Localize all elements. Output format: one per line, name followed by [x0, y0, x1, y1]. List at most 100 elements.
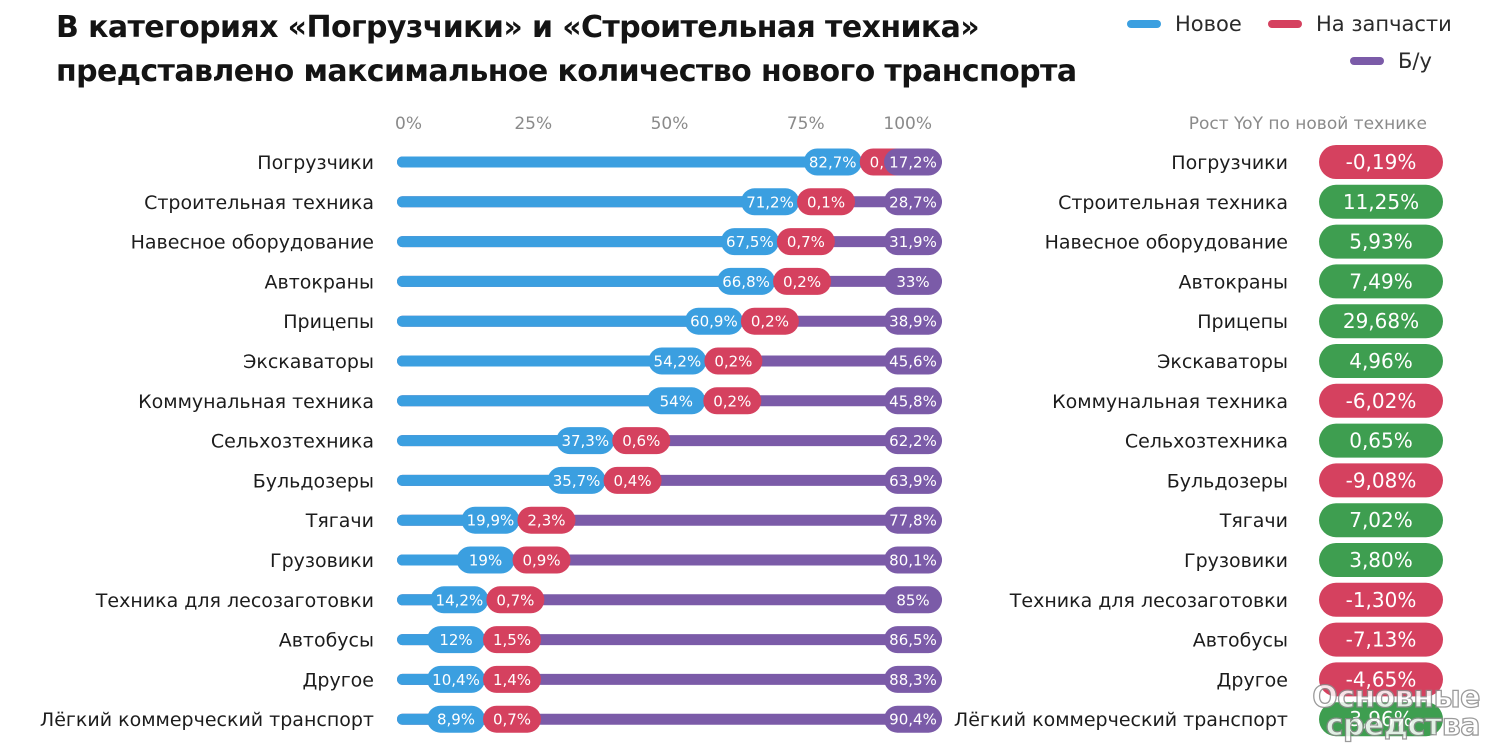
growth-category-label: Другое	[1217, 669, 1288, 691]
pill-new	[720, 228, 779, 256]
growth-pill	[1319, 304, 1443, 339]
bar-segment-new	[397, 275, 762, 287]
pill-parts-label: 0,7%	[787, 233, 825, 251]
pill-new-label: 35,7%	[553, 472, 601, 490]
growth-pill-label: -6,02%	[1346, 389, 1417, 413]
bar-segment-new	[397, 156, 848, 168]
watermark-line-1: Основные	[1312, 680, 1482, 715]
pill-used-label: 28,7%	[889, 193, 937, 211]
pill-used	[884, 626, 942, 654]
pill-parts	[486, 586, 545, 614]
category-label: Лёгкий коммерческий транспорт	[40, 709, 374, 731]
pill-new	[430, 586, 489, 614]
category-label: Коммунальная техника	[138, 391, 374, 413]
growth-pill	[1319, 423, 1443, 458]
growth-category-label: Коммунальная техника	[1052, 391, 1288, 413]
category-label: Грузовики	[270, 550, 374, 572]
growth-pill-label: 3,80%	[1349, 548, 1413, 572]
legend-swatch-new	[1127, 20, 1161, 28]
growth-pill	[1319, 145, 1443, 179]
pill-parts-label: 0,2%	[783, 273, 821, 291]
pill-parts-label: 1,5%	[493, 631, 531, 649]
growth-pill	[1319, 383, 1443, 418]
pill-parts-label: 0,2%	[713, 392, 751, 410]
pill-new-label: 19%	[469, 552, 502, 570]
pill-used	[884, 466, 942, 494]
category-label: Автокраны	[265, 271, 375, 293]
pill-used	[884, 665, 942, 693]
pill-used-label: 62,2%	[889, 432, 937, 450]
growth-category-label: Грузовики	[1184, 550, 1288, 572]
category-label: Бульдозеры	[253, 470, 374, 492]
pill-new	[427, 705, 485, 733]
pill-parts	[773, 267, 832, 295]
pill-used	[884, 586, 942, 614]
growth-pill	[1319, 184, 1443, 219]
pill-used	[884, 307, 942, 335]
watermark-line-2: средства	[1325, 708, 1481, 743]
pill-parts	[483, 665, 541, 693]
growth-category-label: Строительная техника	[1058, 192, 1288, 214]
pill-new-label: 60,9%	[690, 313, 738, 331]
pill-parts-label: 0,4%	[614, 472, 652, 490]
pill-new-label: 82,7%	[809, 154, 857, 172]
pill-used-label: 38,9%	[889, 313, 937, 331]
pill-used-label: 90,4%	[889, 711, 937, 729]
pill-parts	[612, 427, 671, 455]
pill-parts	[483, 705, 541, 733]
pill-used	[884, 148, 942, 176]
pill-new-label: 71,2%	[746, 193, 794, 211]
bar-segment-new	[397, 435, 601, 447]
pill-parts-label: 0,6%	[622, 432, 660, 450]
growth-pill-label: 29,68%	[1343, 309, 1419, 333]
x-tick-label: 75%	[787, 114, 825, 134]
bar-segment-new	[397, 236, 765, 248]
legend-label-parts: На запчасти	[1316, 12, 1452, 36]
pill-parts-label: 0,1%	[807, 193, 845, 211]
legend-label-used: Б/у	[1398, 49, 1432, 73]
pill-new-label: 54%	[660, 392, 693, 410]
pill-used	[884, 188, 942, 216]
pill-parts-label: 0,2%	[751, 313, 789, 331]
pill-new	[547, 466, 606, 494]
legend-item-used: Б/у	[1350, 49, 1432, 73]
growth-pill-label: -4,65%	[1346, 667, 1417, 691]
pill-used-label: 45,8%	[889, 392, 937, 410]
pill-parts	[603, 466, 662, 494]
growth-pill	[1319, 543, 1443, 577]
pill-parts	[512, 546, 571, 574]
pill-used-label: 86,5%	[889, 631, 937, 649]
category-label: Техника для лесозаготовки	[95, 590, 374, 612]
x-tick-label: 100%	[883, 114, 932, 134]
pill-new-label: 10,4%	[432, 671, 480, 689]
pill-used	[884, 705, 942, 733]
pill-new	[803, 148, 862, 176]
legend-swatch-used	[1350, 57, 1384, 65]
growth-pill	[1319, 264, 1443, 299]
pill-used	[884, 506, 942, 534]
pill-new-label: 19,9%	[467, 512, 515, 530]
category-label: Другое	[303, 669, 374, 691]
growth-category-label: Автокраны	[1179, 271, 1289, 293]
pill-new	[556, 427, 615, 455]
growth-pill-label: -0,19%	[1346, 150, 1417, 174]
pill-used-label: 33%	[896, 273, 929, 291]
growth-category-label: Навесное оборудование	[1045, 232, 1288, 254]
legend-label-new: Новое	[1175, 12, 1242, 36]
category-label: Погрузчики	[257, 152, 374, 174]
legend-item-new: Новое	[1127, 12, 1242, 36]
growth-pill	[1319, 702, 1443, 737]
pill-used-label: 63,9%	[889, 472, 937, 490]
growth-category-label: Погрузчики	[1171, 152, 1288, 174]
category-label: Навесное оборудование	[131, 232, 374, 254]
bar-segment-new	[397, 196, 786, 208]
x-tick-label: 50%	[651, 114, 689, 134]
growth-pill-label: 5,93%	[1349, 230, 1413, 254]
pill-new-label: 66,8%	[722, 273, 770, 291]
pill-parts	[704, 347, 763, 375]
growth-pill	[1319, 662, 1443, 697]
growth-category-label: Техника для лесозаготовки	[1009, 590, 1288, 612]
pill-used-label: 45,6%	[889, 353, 937, 371]
pill-new	[647, 387, 706, 415]
